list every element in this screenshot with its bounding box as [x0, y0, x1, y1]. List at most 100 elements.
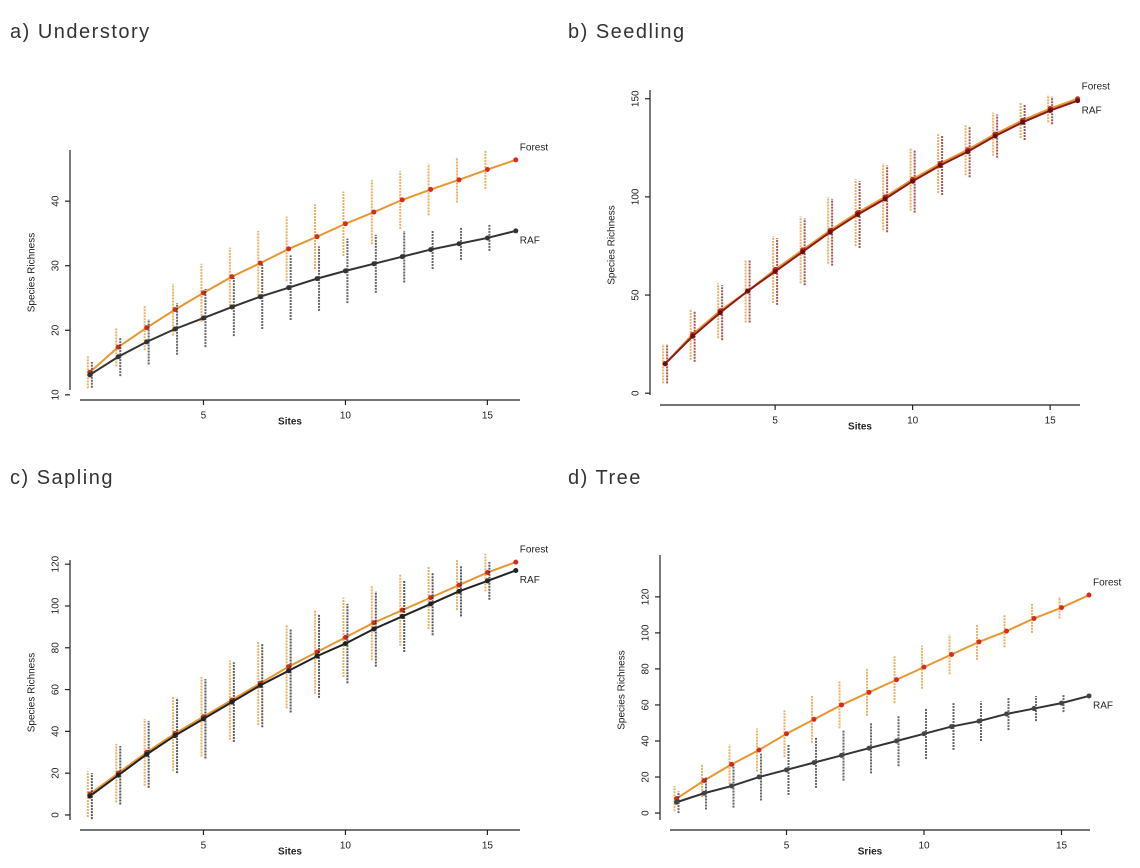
series-line [89, 158, 517, 373]
x-tick-label: 15 [1056, 841, 1068, 852]
point [1031, 706, 1037, 712]
series-label: Forest [1093, 578, 1122, 589]
x-tick-label: 10 [340, 841, 352, 852]
point [229, 274, 235, 280]
point [811, 716, 817, 722]
point [701, 790, 707, 796]
y-tick-label: 0 [641, 810, 652, 816]
point [456, 241, 462, 247]
point [286, 668, 292, 674]
point [1031, 615, 1037, 621]
series-line [89, 561, 517, 795]
point [1075, 98, 1081, 104]
x-tick-label: 15 [1045, 416, 1057, 427]
point [229, 699, 235, 705]
x-tick-label: 5 [784, 841, 790, 852]
point [342, 268, 348, 274]
point [286, 246, 292, 252]
series-label: Forest [1082, 81, 1111, 92]
point [717, 310, 723, 316]
point [800, 249, 806, 255]
series-label: RAF [520, 236, 540, 247]
y-tick-label: 80 [641, 663, 652, 675]
x-tick-label: 15 [482, 411, 494, 422]
point [1086, 693, 1092, 699]
series-line [664, 99, 1078, 365]
point [115, 772, 121, 778]
panel: a) Understory 10 20 30 40 5 10 15 Sites Species R… [10, 21, 548, 428]
y-tick-label: 120 [51, 555, 62, 572]
series-label: Forest [520, 142, 549, 153]
point [976, 639, 982, 645]
point [229, 304, 235, 310]
x-tick-label: 5 [201, 411, 207, 422]
x-axis-label: Sites [278, 417, 302, 428]
point [949, 724, 954, 730]
y-tick-label: 10 [51, 389, 62, 401]
point [144, 339, 150, 345]
point [1059, 605, 1064, 611]
y-tick-label: 150 [631, 90, 642, 107]
point [314, 276, 320, 282]
panel-title: a) Understory [10, 21, 151, 43]
point [314, 649, 320, 655]
point [882, 196, 888, 202]
point [772, 269, 778, 275]
point [1020, 119, 1026, 125]
point [172, 326, 178, 332]
point [399, 197, 405, 203]
panel-title: b) Seedling [568, 21, 686, 43]
point [200, 716, 206, 722]
point [839, 752, 844, 758]
series-label: RAF [1082, 105, 1102, 116]
point [342, 641, 348, 647]
point [257, 260, 263, 266]
point [428, 601, 434, 607]
x-axis-label: Sites [848, 422, 872, 433]
y-tick-label: 0 [631, 390, 642, 396]
x-tick-label: 10 [907, 416, 919, 427]
x-axis-label: Sites [278, 847, 302, 858]
y-tick-label: 100 [51, 597, 62, 614]
point [1047, 108, 1053, 114]
point [428, 187, 434, 193]
point [484, 167, 490, 173]
point [1004, 628, 1009, 634]
point [756, 747, 762, 753]
point [745, 288, 751, 294]
panel-title: d) Tree [568, 467, 642, 489]
point [894, 738, 899, 744]
y-tick-label: 30 [51, 260, 62, 272]
y-tick-label: 20 [51, 767, 62, 779]
series-line [89, 229, 517, 376]
point [172, 733, 178, 739]
y-tick-label: 40 [51, 725, 62, 737]
point [910, 178, 916, 184]
point [484, 235, 490, 241]
point [399, 254, 405, 260]
point [513, 567, 519, 573]
series-label: Forest [520, 545, 549, 556]
y-axis-label: Species Richness [27, 653, 38, 732]
point [784, 767, 789, 773]
y-axis-label: Species Richness [617, 650, 628, 729]
y-tick-label: 50 [631, 289, 642, 301]
point [674, 799, 679, 805]
point [371, 209, 377, 215]
point [257, 294, 263, 300]
y-tick-label: 60 [641, 699, 652, 711]
point [690, 333, 696, 339]
point [87, 372, 93, 378]
point [115, 354, 121, 360]
point [976, 718, 982, 724]
y-axis-label: Species Richness [607, 205, 618, 284]
panel: d) Tree 0 20 40 60 80 100 120 5 10 15 Sries Species … [568, 467, 1122, 858]
point [286, 664, 292, 670]
y-tick-label: 0 [51, 812, 62, 818]
series-line [676, 694, 1090, 804]
point [662, 361, 668, 367]
point [200, 315, 206, 321]
point [484, 578, 490, 584]
y-tick-label: 100 [631, 188, 642, 205]
series-line [675, 594, 1090, 800]
